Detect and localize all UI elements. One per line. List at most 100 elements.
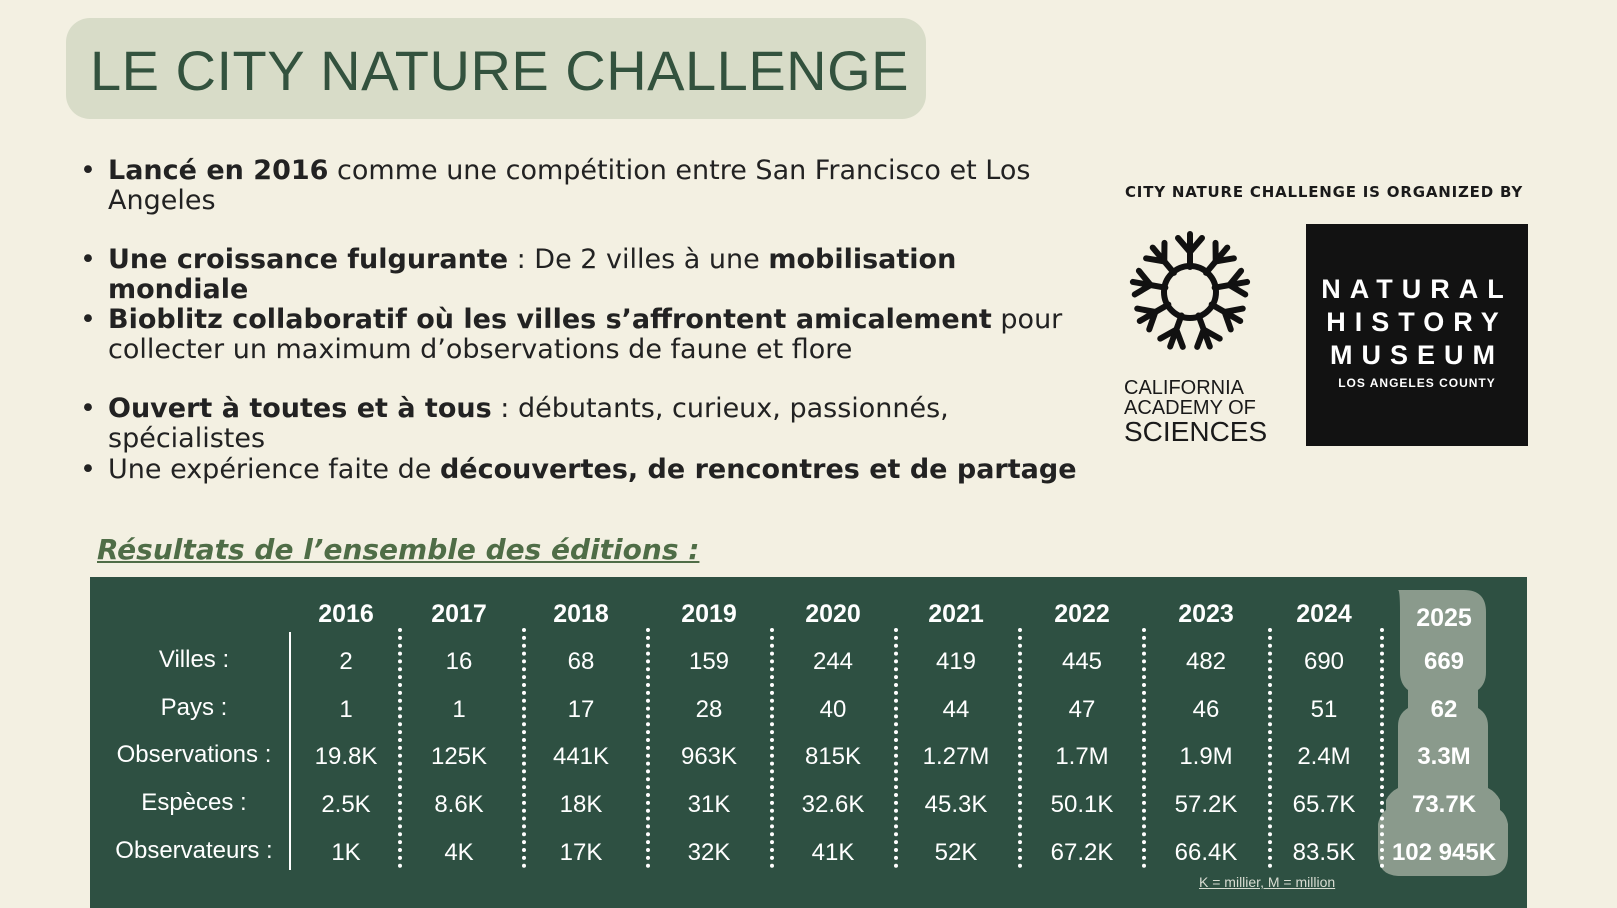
table-cell: 1 — [339, 696, 353, 723]
row-label: Espèces : — [141, 789, 247, 816]
table-cell: 3.3M — [1417, 743, 1471, 770]
table-cell: 57.2K — [1174, 791, 1238, 818]
highlight-2025-column — [1378, 590, 1508, 876]
table-cell: 46 — [1192, 696, 1220, 723]
table-cell: 445 — [1061, 648, 1103, 675]
year-header-2023: 2023 — [1178, 600, 1234, 628]
table-cell: 68 — [567, 648, 595, 675]
table-cell: 2.4M — [1297, 743, 1351, 770]
bullet-growth-bold: Une croissance fulgurante — [108, 244, 509, 275]
column-divider — [1380, 628, 1384, 868]
column-divider — [1268, 628, 1272, 868]
table-cell: 32.6K — [801, 791, 865, 818]
table-cell: 441K — [552, 743, 610, 770]
bullet-launch-text: comme une compétition entre San Francisc… — [108, 155, 1031, 216]
bullet-launch-bold: Lancé en 2016 — [108, 155, 329, 186]
year-header-2024: 2024 — [1296, 600, 1352, 628]
nhm-line-1: NATURAL — [1321, 274, 1513, 304]
table-cell: 41K — [811, 839, 855, 866]
table-cell: 18K — [559, 791, 603, 818]
column-divider — [1142, 628, 1146, 868]
table-cell: 669 — [1423, 648, 1465, 675]
table-cell: 65.7K — [1292, 791, 1356, 818]
table-cell: 8.6K — [434, 791, 484, 818]
table-cell: 244 — [812, 648, 854, 675]
column-divider — [522, 628, 526, 868]
bullet-bioblitz-bold: Bioblitz collaboratif où les villes s’af… — [108, 304, 992, 335]
table-cell: 2.5K — [321, 791, 371, 818]
table-cell: 1 — [452, 696, 466, 723]
table-cell: 16 — [445, 648, 473, 675]
table-cell: 45.3K — [924, 791, 988, 818]
row-label: Pays : — [160, 694, 228, 721]
year-header-2021: 2021 — [928, 600, 984, 628]
table-cell: 32K — [687, 839, 731, 866]
table-cell: 17K — [559, 839, 603, 866]
column-divider — [894, 628, 898, 868]
row-label: Observations : — [116, 741, 272, 768]
nhm-line-3: MUSEUM — [1330, 340, 1504, 370]
california-academy-logo-icon — [1120, 231, 1260, 362]
table-cell: 44 — [942, 696, 970, 723]
table-cell: 47 — [1068, 696, 1096, 723]
table-cell: 419 — [935, 648, 977, 675]
bullet-bioblitz-text: pour collecter un maximum d’observations… — [108, 304, 1063, 365]
nhm-subtitle: LOS ANGELES COUNTY — [1338, 376, 1496, 390]
table-cell: 1K — [331, 839, 361, 866]
nhm-line-2: HISTORY — [1326, 307, 1508, 337]
year-header-2022: 2022 — [1054, 600, 1110, 628]
table-cell: 159 — [688, 648, 730, 675]
table-cell: 40 — [819, 696, 847, 723]
column-divider — [770, 628, 774, 868]
bullet-growth: Une croissance fulgurante : De 2 villes … — [80, 245, 1090, 305]
bullet-experience-text: Une expérience faite de — [108, 454, 440, 485]
table-cell: 1.27M — [922, 743, 990, 770]
table-cell: 31K — [687, 791, 731, 818]
table-cell: 52K — [934, 839, 978, 866]
bullet-bioblitz: Bioblitz collaboratif où les villes s’af… — [80, 305, 1090, 365]
table-cell: 50.1K — [1050, 791, 1114, 818]
table-cell: 62 — [1430, 696, 1458, 723]
year-header-2025: 2025 — [1416, 604, 1472, 632]
bullet-growth-bold2: mobilisation mondiale — [108, 244, 957, 305]
year-header-2019: 2019 — [681, 600, 737, 628]
organizers-label: CITY NATURE CHALLENGE IS ORGANIZED BY — [1125, 183, 1524, 201]
cas-line-2: ACADEMY OF — [1124, 397, 1256, 419]
column-divider — [1018, 628, 1022, 868]
bullet-growth-text: : De 2 villes à une — [508, 244, 769, 275]
results-table — [90, 577, 1527, 908]
table-cell: 125K — [430, 743, 488, 770]
california-academy-wordmark: CALIFORNIA ACADEMY OF SCIENCES — [1124, 378, 1267, 446]
table-cell: 1.9M — [1179, 743, 1233, 770]
units-note: K = millier, M = million — [1199, 874, 1336, 890]
table-cell: 1.7M — [1055, 743, 1109, 770]
row-label-divider — [289, 632, 291, 870]
table-cell: 690 — [1303, 648, 1345, 675]
column-divider — [646, 628, 650, 868]
cas-line-3: SCIENCES — [1124, 416, 1268, 447]
table-cell: 482 — [1185, 648, 1227, 675]
bullet-open: Ouvert à toutes et à tous : débutants, c… — [80, 394, 1090, 454]
table-cell: 73.7K — [1411, 791, 1477, 818]
page-title: LE CITY NATURE CHALLENGE — [90, 39, 910, 102]
column-divider — [398, 628, 402, 868]
table-cell: 67.2K — [1050, 839, 1114, 866]
results-heading: Résultats de l’ensemble des éditions : — [97, 533, 700, 566]
cas-line-1: CALIFORNIA — [1124, 377, 1245, 399]
row-label: Villes : — [158, 646, 230, 673]
table-cell: 66.4K — [1174, 839, 1238, 866]
table-cell: 102 945K — [1391, 839, 1497, 866]
year-header-2018: 2018 — [553, 600, 609, 628]
title-banner — [66, 18, 926, 119]
table-cell: 963K — [680, 743, 738, 770]
row-label: Observateurs : — [115, 837, 273, 864]
table-cell: 19.8K — [314, 743, 378, 770]
table-cell: 815K — [804, 743, 862, 770]
bullet-experience: Une expérience faite de découvertes, de … — [80, 454, 1090, 486]
table-cell: 83.5K — [1292, 839, 1356, 866]
bullet-launch: Lancé en 2016 comme une compétition entr… — [80, 156, 1090, 216]
year-header-2020: 2020 — [805, 600, 861, 628]
table-cell: 4K — [444, 839, 474, 866]
year-header-2017: 2017 — [431, 600, 487, 628]
bullet-open-bold: Ouvert à toutes et à tous — [108, 393, 492, 424]
